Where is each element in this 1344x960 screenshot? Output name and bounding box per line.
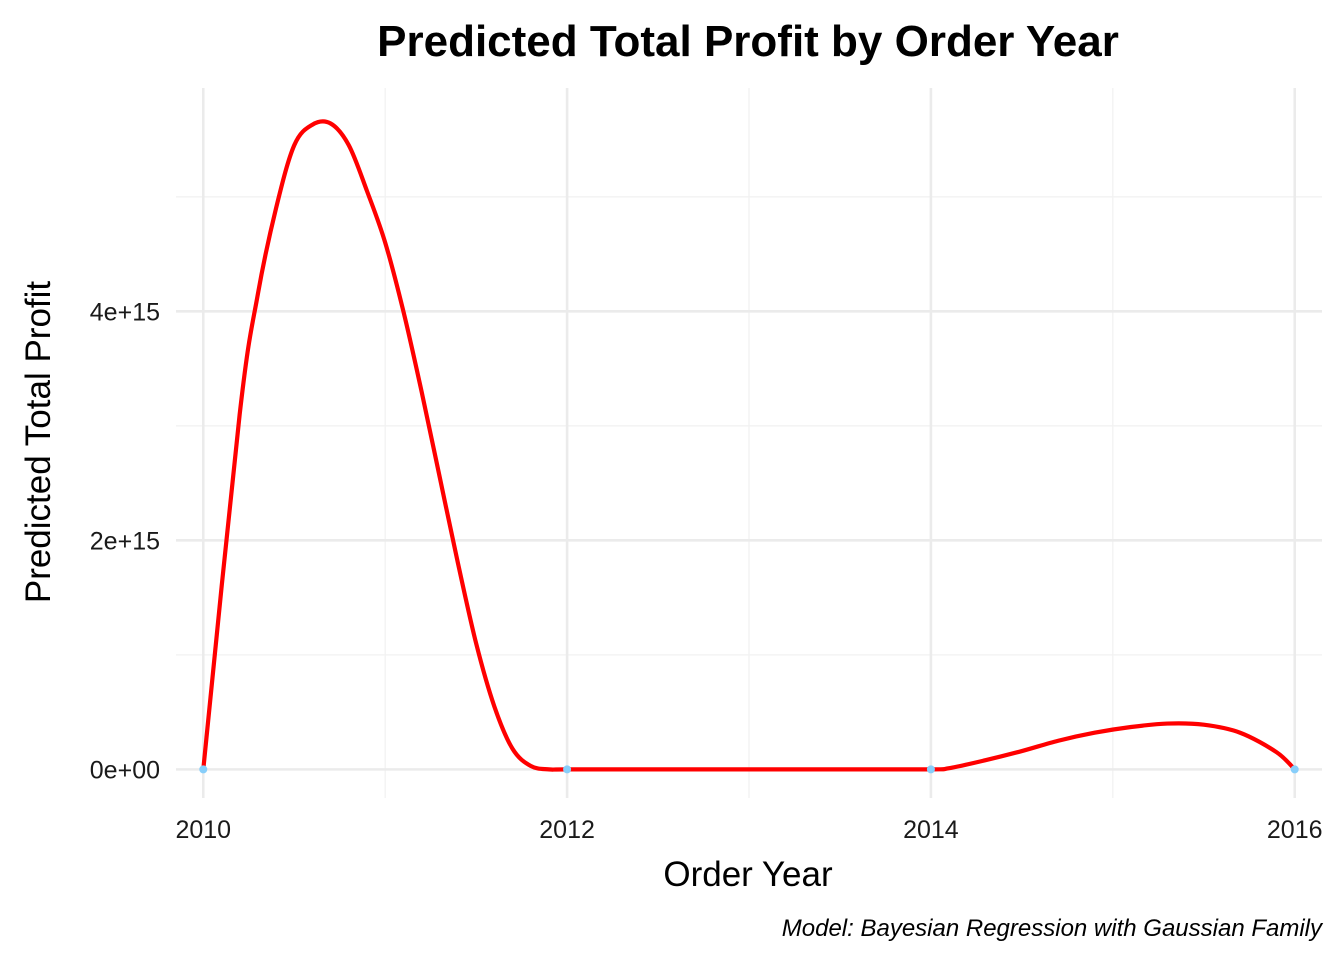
chart-caption: Model: Bayesian Regression with Gaussian… [782,915,1324,942]
x-tick-label: 2012 [539,816,595,844]
y-tick-label: 4e+15 [90,298,160,326]
predicted-profit-line [201,119,1297,772]
tick-labels: 2010 2012 2014 2016 0e+00 2e+15 4e+15 [90,298,1323,844]
x-axis-title: Order Year [663,855,833,894]
y-tick-label: 0e+00 [90,756,160,784]
x-tick-label: 2010 [175,816,231,844]
grid [176,88,1322,798]
chart-title: Predicted Total Profit by Order Year [377,17,1119,66]
data-point [926,765,935,774]
data-point [199,765,208,774]
x-tick-label: 2014 [903,816,959,844]
data-point [563,765,572,774]
y-tick-label: 2e+15 [90,527,160,555]
data-point [1290,765,1299,774]
points-layer [199,765,1299,774]
y-axis-title: Predicted Total Profit [19,281,58,604]
x-tick-label: 2016 [1267,816,1323,844]
series-layer [201,119,1297,772]
